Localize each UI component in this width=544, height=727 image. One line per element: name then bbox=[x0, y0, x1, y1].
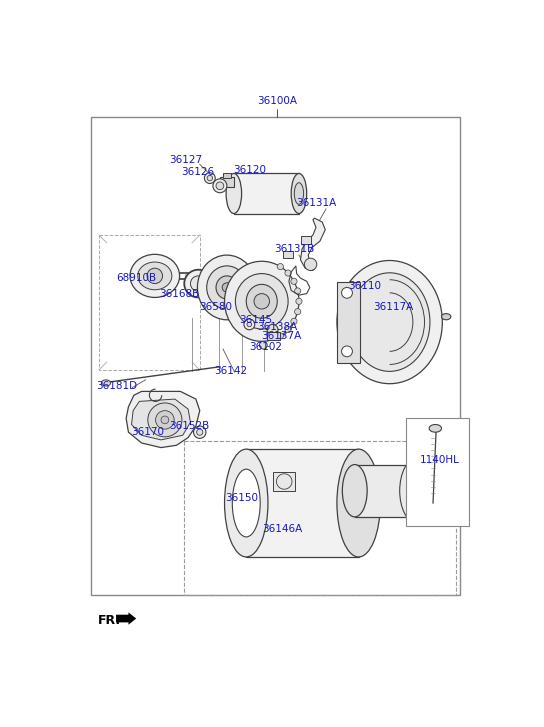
Ellipse shape bbox=[342, 346, 353, 357]
Ellipse shape bbox=[246, 284, 277, 318]
Ellipse shape bbox=[244, 319, 255, 330]
Text: 36137A: 36137A bbox=[261, 331, 301, 341]
Ellipse shape bbox=[222, 283, 232, 292]
Ellipse shape bbox=[147, 268, 163, 284]
Polygon shape bbox=[300, 218, 325, 270]
Ellipse shape bbox=[342, 287, 353, 298]
Text: 36145: 36145 bbox=[239, 315, 272, 325]
Ellipse shape bbox=[247, 322, 252, 326]
Ellipse shape bbox=[291, 174, 307, 214]
Text: 36580: 36580 bbox=[199, 302, 232, 312]
Text: 1140HL: 1140HL bbox=[420, 455, 460, 465]
Bar bbox=[355, 465, 424, 517]
Text: 68910B: 68910B bbox=[116, 273, 156, 284]
Ellipse shape bbox=[196, 429, 203, 435]
Ellipse shape bbox=[291, 278, 297, 284]
Ellipse shape bbox=[221, 270, 228, 282]
Text: 36181D: 36181D bbox=[96, 381, 138, 391]
Ellipse shape bbox=[190, 276, 206, 292]
Bar bbox=[220, 177, 234, 188]
Text: 36131B: 36131B bbox=[274, 244, 314, 254]
Text: 36102: 36102 bbox=[249, 342, 282, 352]
Bar bbox=[99, 235, 200, 370]
Text: 36170: 36170 bbox=[131, 427, 164, 437]
Ellipse shape bbox=[294, 182, 304, 204]
Text: 36146A: 36146A bbox=[263, 524, 303, 534]
Ellipse shape bbox=[254, 294, 269, 309]
Text: 36117A: 36117A bbox=[373, 302, 413, 312]
Ellipse shape bbox=[101, 379, 110, 386]
Text: 36168B: 36168B bbox=[159, 289, 199, 299]
Ellipse shape bbox=[295, 308, 301, 315]
Bar bbox=[283, 252, 293, 258]
Text: 36126: 36126 bbox=[181, 167, 214, 177]
Ellipse shape bbox=[267, 324, 278, 335]
Polygon shape bbox=[116, 612, 136, 624]
Bar bbox=[406, 418, 469, 526]
Bar bbox=[274, 473, 295, 491]
Ellipse shape bbox=[138, 262, 172, 290]
Ellipse shape bbox=[161, 416, 169, 424]
Ellipse shape bbox=[296, 298, 302, 305]
Ellipse shape bbox=[236, 273, 288, 329]
Bar bbox=[300, 236, 311, 244]
Bar bbox=[184, 441, 455, 595]
Ellipse shape bbox=[213, 179, 227, 193]
Ellipse shape bbox=[305, 258, 317, 270]
Ellipse shape bbox=[337, 260, 442, 384]
Bar bbox=[267, 332, 280, 340]
Bar bbox=[246, 449, 358, 557]
Ellipse shape bbox=[226, 174, 242, 214]
Ellipse shape bbox=[207, 175, 213, 181]
Ellipse shape bbox=[156, 411, 174, 429]
Bar bbox=[223, 174, 231, 178]
Ellipse shape bbox=[349, 273, 430, 371]
Ellipse shape bbox=[285, 270, 291, 276]
Ellipse shape bbox=[232, 469, 260, 537]
Ellipse shape bbox=[197, 255, 256, 320]
Ellipse shape bbox=[442, 313, 451, 320]
Ellipse shape bbox=[216, 276, 238, 299]
Ellipse shape bbox=[337, 449, 380, 557]
Text: 36120: 36120 bbox=[233, 164, 267, 174]
Ellipse shape bbox=[291, 318, 297, 324]
Text: 36142: 36142 bbox=[214, 366, 248, 376]
Polygon shape bbox=[126, 391, 200, 448]
Bar bbox=[234, 174, 299, 214]
Ellipse shape bbox=[285, 326, 291, 333]
Ellipse shape bbox=[412, 465, 437, 517]
Ellipse shape bbox=[194, 426, 206, 438]
Text: 36152B: 36152B bbox=[170, 421, 210, 431]
Ellipse shape bbox=[216, 182, 224, 190]
Ellipse shape bbox=[207, 266, 247, 309]
Ellipse shape bbox=[184, 270, 212, 297]
Ellipse shape bbox=[429, 425, 442, 432]
Text: 36110: 36110 bbox=[348, 281, 381, 291]
Text: FR.: FR. bbox=[97, 614, 121, 627]
Ellipse shape bbox=[205, 173, 215, 183]
Ellipse shape bbox=[259, 342, 267, 349]
Polygon shape bbox=[132, 399, 190, 440]
Ellipse shape bbox=[277, 264, 283, 270]
Text: 36138A: 36138A bbox=[257, 323, 298, 332]
Ellipse shape bbox=[277, 333, 283, 339]
Ellipse shape bbox=[295, 288, 301, 294]
Ellipse shape bbox=[225, 449, 268, 557]
Ellipse shape bbox=[130, 254, 180, 297]
Bar bbox=[337, 282, 360, 363]
Text: 36150: 36150 bbox=[225, 494, 258, 503]
Text: 36100A: 36100A bbox=[257, 96, 297, 106]
Bar bbox=[91, 116, 460, 595]
Ellipse shape bbox=[148, 403, 182, 437]
Ellipse shape bbox=[225, 261, 299, 342]
Ellipse shape bbox=[342, 465, 367, 517]
Text: 36127: 36127 bbox=[169, 155, 202, 164]
Text: 36131A: 36131A bbox=[296, 198, 336, 208]
